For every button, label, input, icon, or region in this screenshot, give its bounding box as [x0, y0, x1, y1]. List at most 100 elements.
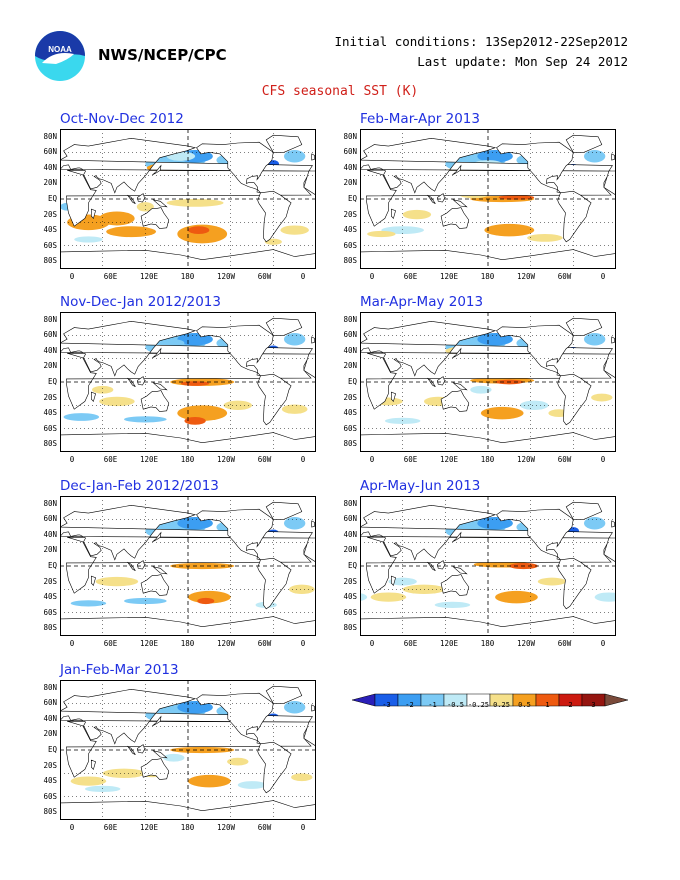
latitude-label: 60S: [43, 423, 57, 433]
longitude-label: 180: [480, 272, 495, 281]
continent-outline: [152, 199, 168, 208]
sst-anomaly-map: [60, 496, 316, 636]
longitude-label: 60E: [103, 823, 118, 832]
longitude-label: 120E: [139, 455, 159, 464]
continent-outline: [452, 382, 468, 391]
noaa-logo: NOAA: [34, 30, 86, 82]
panel-title: Feb-Mar-Apr 2013: [360, 111, 480, 127]
colorbar-label: 3: [591, 701, 596, 709]
continent-outline: [496, 141, 574, 194]
continent-outline: [152, 566, 168, 575]
longitude-label: 120W: [216, 823, 236, 832]
continent-outline: [611, 153, 615, 161]
colorbar-cell: [351, 693, 376, 707]
continent-outline: [140, 390, 170, 412]
colorbar-label: -2: [405, 701, 414, 709]
colorbar-label: 0.5: [518, 701, 531, 709]
continent-outline: [360, 137, 613, 194]
longitude-label: 120W: [216, 639, 236, 648]
latitude-label: 80S: [43, 623, 57, 633]
longitude-label: 180: [180, 639, 195, 648]
continent-outline: [452, 531, 462, 543]
latitude-label: EQ: [47, 745, 57, 754]
continent-outline: [257, 557, 292, 610]
sst-anomaly-map: [360, 129, 616, 269]
colorbar-label: -0.5: [447, 701, 464, 709]
panel-title: Jan-Feb-Mar 2013: [60, 662, 179, 678]
continent-outline: [196, 324, 274, 377]
latitude-label: 40S: [43, 776, 57, 786]
continent-outline: [440, 207, 470, 229]
continent-outline: [60, 137, 313, 194]
latitude-label: 40N: [43, 345, 57, 355]
longitude-label: 60W: [557, 455, 572, 464]
latitude-label: 80N: [343, 498, 357, 508]
latitude-label: EQ: [347, 194, 357, 203]
longitude-label: 60W: [257, 823, 272, 832]
continent-outline: [257, 190, 292, 243]
latitude-label: 80S: [43, 256, 57, 266]
latitude-label: 60N: [43, 147, 57, 157]
latitude-label: 40S: [343, 592, 357, 602]
panel-title: Oct-Nov-Dec 2012: [60, 111, 184, 127]
longitude-label: 60W: [257, 639, 272, 648]
colorbar-label: -0.25: [467, 701, 490, 709]
longitude-label: 120E: [439, 639, 459, 648]
longitude-label: 120W: [516, 272, 536, 281]
longitude-label: 120E: [439, 272, 459, 281]
latitude-label: 60S: [343, 423, 357, 433]
latitude-label: 60N: [43, 514, 57, 524]
latitude-label: 80N: [43, 314, 57, 324]
continent-outline: [140, 758, 170, 780]
longitude-label: 60W: [557, 639, 572, 648]
continent-outline: [437, 193, 445, 203]
continent-outline: [152, 750, 168, 759]
continent-outline: [360, 432, 616, 452]
continent-outline: [90, 391, 96, 402]
latitude-label: 60N: [43, 698, 57, 708]
continent-outline: [611, 336, 615, 344]
continent-outline: [152, 715, 162, 727]
longitude-label: 0: [369, 639, 375, 648]
continent-outline: [360, 616, 616, 636]
longitude-label: 180: [180, 455, 195, 464]
latitude-label: 20N: [43, 545, 57, 555]
continent-outline: [437, 376, 445, 386]
longitude-label: 60E: [403, 272, 418, 281]
longitude-label: 60W: [257, 272, 272, 281]
latitude-label: EQ: [347, 377, 357, 386]
longitude-label: 180: [180, 823, 195, 832]
continent-outline: [311, 153, 315, 161]
longitude-label: 120E: [439, 455, 459, 464]
panel-title: Mar-Apr-May 2013: [360, 294, 484, 310]
longitude-label: 120E: [139, 639, 159, 648]
product-title: CFS seasonal SST (K): [261, 84, 419, 99]
initial-conditions: Initial conditions: 13Sep2012-22Sep2012: [334, 34, 629, 49]
longitude-label: 0: [369, 455, 375, 464]
latitude-label: 20S: [43, 392, 57, 402]
latitude-label: 20S: [343, 392, 357, 402]
longitude-label: 0: [300, 639, 306, 648]
latitude-label: 40S: [43, 225, 57, 235]
latitude-label: 60N: [343, 147, 357, 157]
continent-outline: [127, 745, 136, 755]
continent-outline: [311, 336, 315, 344]
longitude-label: 120E: [139, 823, 159, 832]
continent-outline: [440, 574, 470, 596]
longitude-label: 0: [69, 455, 75, 464]
longitude-label: 120W: [216, 272, 236, 281]
latitude-label: EQ: [347, 561, 357, 570]
longitude-label: 60E: [103, 272, 118, 281]
latitude-label: 40S: [343, 408, 357, 418]
continent-outline: [60, 800, 316, 820]
latitude-label: 60S: [43, 240, 57, 250]
agency-name: NWS/NCEP/CPC: [98, 46, 227, 64]
latitude-label: 20N: [343, 361, 357, 371]
panel-title: Dec-Jan-Feb 2012/2013: [60, 478, 219, 494]
latitude-label: 40N: [43, 529, 57, 539]
latitude-label: 40N: [343, 345, 357, 355]
continent-outline: [427, 561, 436, 571]
longitude-label: 180: [180, 272, 195, 281]
longitude-label: 0: [69, 639, 75, 648]
longitude-label: 120W: [516, 639, 536, 648]
